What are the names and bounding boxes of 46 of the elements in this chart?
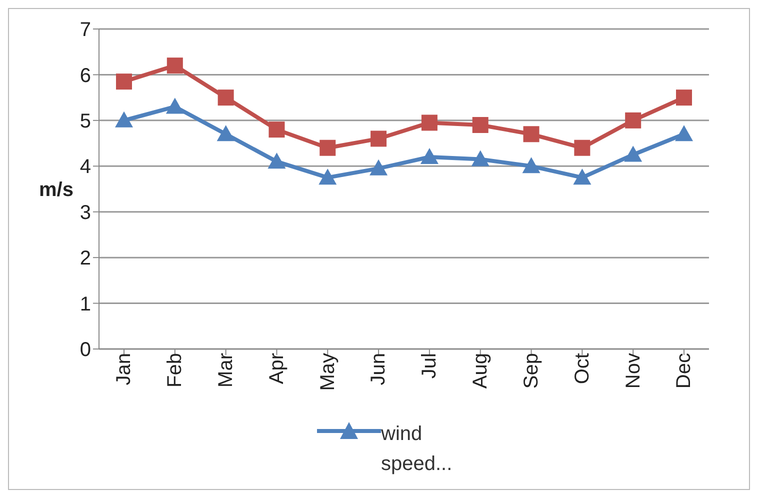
point: [573, 168, 592, 185]
point: [471, 150, 490, 166]
y-tick-label: 4: [80, 156, 91, 178]
x-tick-label: Jan: [113, 353, 136, 386]
point: [522, 157, 540, 174]
legend-label: wind speed...: [381, 422, 454, 477]
point: [216, 125, 235, 142]
point: [166, 98, 184, 114]
point: [115, 111, 133, 128]
x-tick-label: Jun: [368, 353, 390, 386]
x-tick-label: Sep: [520, 353, 542, 389]
y-tick-label: 0: [80, 339, 91, 362]
y-tick-label: 1: [80, 293, 91, 316]
point: [523, 126, 540, 142]
x-tick-label: Aug: [470, 353, 492, 389]
point: [675, 125, 693, 142]
x-tick-label: Dec: [673, 353, 696, 389]
x-tick-label: May: [316, 353, 339, 391]
point: [676, 90, 692, 106]
x-tick-label: Oct: [571, 352, 594, 384]
x-tick-label: Jul: [418, 353, 441, 379]
point: [472, 117, 488, 133]
x-tick-label: Nov: [622, 353, 644, 389]
point: [116, 74, 132, 90]
x-tick-label: Feb: [164, 353, 186, 388]
point: [625, 112, 642, 128]
point: [166, 58, 183, 74]
point: [218, 90, 234, 106]
y-tick-label: 6: [80, 64, 91, 87]
y-tick-label: 3: [80, 202, 91, 224]
point: [370, 130, 387, 147]
point: [318, 168, 337, 185]
y-tick-label: 7: [80, 19, 91, 42]
x-tick-label: Mar: [215, 352, 238, 388]
point: [320, 140, 336, 156]
point: [574, 140, 590, 156]
point: [624, 146, 642, 162]
point: [370, 159, 388, 176]
x-tick-label: Apr: [266, 352, 288, 384]
y-tick-label: 5: [80, 110, 91, 133]
y-tick-label: 2: [80, 248, 91, 270]
point: [268, 122, 285, 138]
point: [268, 152, 286, 169]
point: [421, 114, 438, 131]
point: [420, 148, 438, 164]
y-axis-title: m/s: [39, 179, 74, 202]
